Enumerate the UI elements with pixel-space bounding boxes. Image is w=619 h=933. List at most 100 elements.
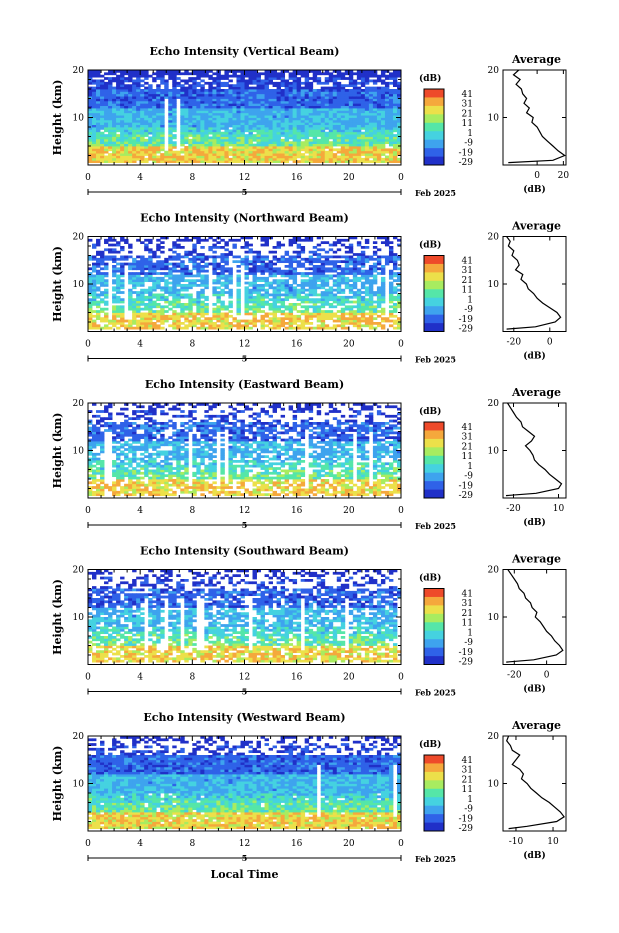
- heatmap-cell: [381, 294, 385, 297]
- heatmap-cell: [313, 113, 317, 116]
- heatmap-cell: [160, 99, 164, 102]
- heatmap-cell: [353, 263, 357, 266]
- heatmap-cell: [164, 158, 168, 161]
- heatmap-cell: [132, 146, 136, 149]
- heatmap-cell: [96, 144, 100, 147]
- heatmap-cell: [140, 94, 144, 97]
- heatmap-cell: [136, 113, 140, 116]
- heatmap-cell: [309, 115, 313, 118]
- heatmap-cell: [140, 156, 144, 159]
- heatmap-cell: [305, 301, 309, 304]
- heatmap-cell: [329, 275, 333, 278]
- heatmap-cell: [196, 294, 200, 297]
- heatmap-cell: [96, 75, 100, 78]
- heatmap-cell: [289, 115, 293, 118]
- heatmap-cell: [180, 137, 184, 140]
- heatmap-cell: [140, 146, 144, 149]
- heatmap-cell: [92, 270, 96, 273]
- heatmap-cell: [140, 282, 144, 285]
- heatmap-cell: [148, 127, 152, 130]
- heatmap-cell: [289, 113, 293, 116]
- heatmap-cell: [297, 244, 301, 247]
- heatmap-cell: [269, 148, 273, 151]
- heatmap-cell: [152, 127, 156, 130]
- heatmap-cell: [224, 113, 228, 116]
- heatmap-cell: [116, 148, 120, 151]
- heatmap-cell: [285, 308, 289, 311]
- heatmap-cell: [337, 84, 341, 87]
- colorbar-tick-label: 21: [462, 109, 473, 119]
- heatmap-cell: [273, 305, 277, 308]
- heatmap-cell: [265, 84, 269, 87]
- heatmap-cell: [293, 308, 297, 311]
- heatmap-cell: [180, 89, 184, 92]
- heatmap-cell: [393, 315, 397, 318]
- heatmap-cell: [148, 148, 152, 151]
- heatmap-cell: [92, 141, 96, 144]
- heatmap-cell: [184, 284, 188, 287]
- heatmap-cell: [168, 108, 172, 111]
- heatmap-cell: [120, 298, 124, 301]
- heatmap-cell: [377, 113, 381, 116]
- heatmap-cell: [277, 246, 281, 249]
- heatmap-cell: [120, 248, 124, 251]
- heatmap-cell: [208, 153, 212, 156]
- heatmap-cell: [184, 129, 188, 132]
- heatmap-cell: [96, 305, 100, 308]
- heatmap-cell: [345, 127, 349, 130]
- heatmap-cell: [369, 72, 373, 75]
- heatmap-cell: [385, 118, 389, 121]
- heatmap-cell: [285, 294, 289, 297]
- heatmap-cell: [289, 153, 293, 156]
- heatmap-cell: [325, 294, 329, 297]
- heatmap-cell: [273, 139, 277, 142]
- heatmap-cell: [377, 137, 381, 140]
- heatmap-cell: [124, 134, 128, 137]
- heatmap-cell: [381, 279, 385, 282]
- heatmap-cell: [265, 137, 269, 140]
- heatmap-cell: [92, 96, 96, 99]
- heatmap-cell: [357, 298, 361, 301]
- heatmap-cell: [365, 151, 369, 154]
- avg-y-tick-label: 20: [488, 66, 500, 76]
- heatmap-cell: [104, 106, 108, 109]
- heatmap-cell: [200, 267, 204, 270]
- heatmap-cell: [333, 282, 337, 285]
- heatmap-cell: [100, 101, 104, 104]
- heatmap-cell: [361, 80, 365, 83]
- heatmap-cell: [265, 296, 269, 299]
- heatmap-cell: [208, 137, 212, 140]
- heatmap-cell: [385, 263, 389, 266]
- heatmap-cell: [361, 122, 365, 125]
- heatmap-cell: [156, 315, 160, 318]
- heatmap-cell: [100, 118, 104, 121]
- heatmap-cell: [228, 270, 232, 273]
- heatmap-cell: [325, 324, 329, 327]
- heatmap-cell: [249, 122, 253, 125]
- heatmap-cell: [345, 317, 349, 320]
- heatmap-cell: [132, 305, 136, 308]
- heatmap-cell: [112, 125, 116, 128]
- heatmap-cell: [180, 160, 184, 163]
- heatmap-cell: [160, 289, 164, 292]
- heatmap-cell: [289, 156, 293, 159]
- heatmap-cell: [289, 263, 293, 266]
- heatmap-cell: [297, 317, 301, 320]
- heatmap-cell: [345, 305, 349, 308]
- heatmap-cell: [88, 446, 92, 449]
- heatmap-cell: [180, 125, 184, 128]
- heatmap-cell: [148, 156, 152, 159]
- heatmap-cell: [124, 103, 128, 106]
- heatmap-cell: [393, 258, 397, 261]
- heatmap-cell: [301, 132, 305, 135]
- x-tick-label: 8: [189, 340, 195, 350]
- heatmap-cell: [269, 313, 273, 316]
- heatmap-cell: [245, 322, 249, 325]
- heatmap-cell: [192, 246, 196, 249]
- heatmap-cell: [224, 151, 228, 154]
- colorbar-tick-label: 31: [462, 266, 473, 276]
- heatmap-cell: [341, 115, 345, 118]
- heatmap-cell: [337, 125, 341, 128]
- heatmap-cell: [188, 129, 192, 132]
- heatmap-cell: [273, 296, 277, 299]
